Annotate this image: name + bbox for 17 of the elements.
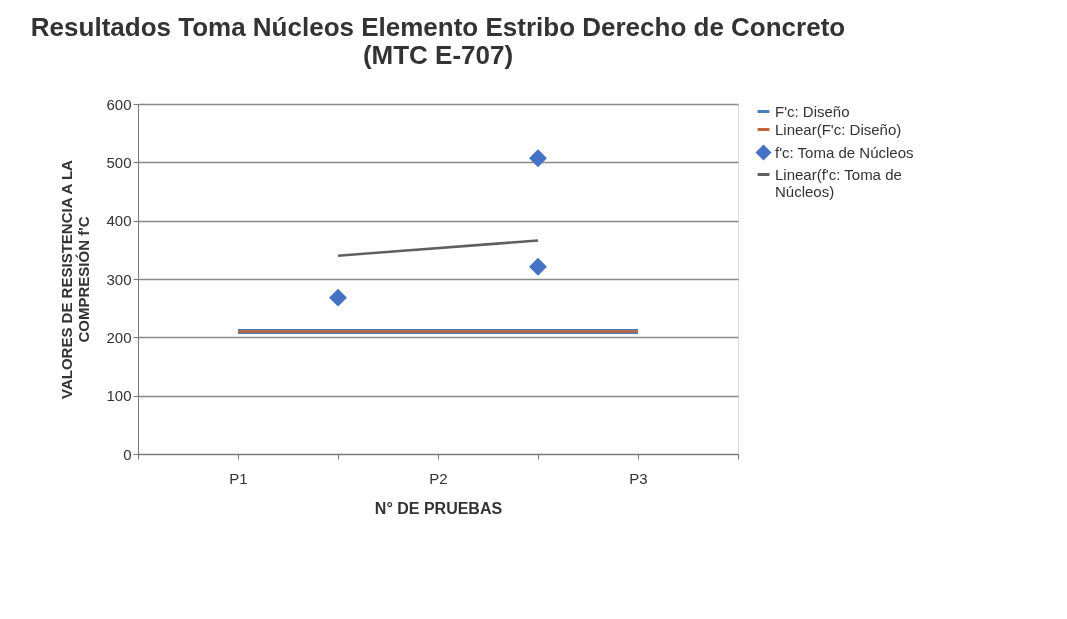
x-axis-title: N° DE PRUEBAS [374,499,503,517]
y-tick-label: 500 [106,153,132,171]
x-tick-label: P2 [429,469,448,487]
legend-label: F'c: Diseño [775,102,850,120]
y-tick-label: 400 [106,212,132,230]
y-tick-label: 100 [106,387,132,405]
y-tick-label: 300 [106,270,132,288]
y-tick-label: 200 [106,328,132,346]
legend-label: Linear(F'c: Diseño) [775,120,902,138]
x-tick-label: P3 [629,469,648,487]
x-tick-label: P1 [229,469,248,487]
legend-label: Linear(f'c: Toma de Núcleos) [775,165,902,200]
y-tick-label: 600 [106,95,132,113]
chart-title: Resultados Toma Núcleos Elemento Estribo Derecho de Concreto (MTC E-707) [30,12,846,70]
y-tick-label: 0 [123,445,132,463]
y-axis-title: VALORES DE RESISTENCIA A LA COMPRESIÓN f'C [58,159,93,399]
legend-label: f'c: Toma de Núcleos [775,143,914,161]
